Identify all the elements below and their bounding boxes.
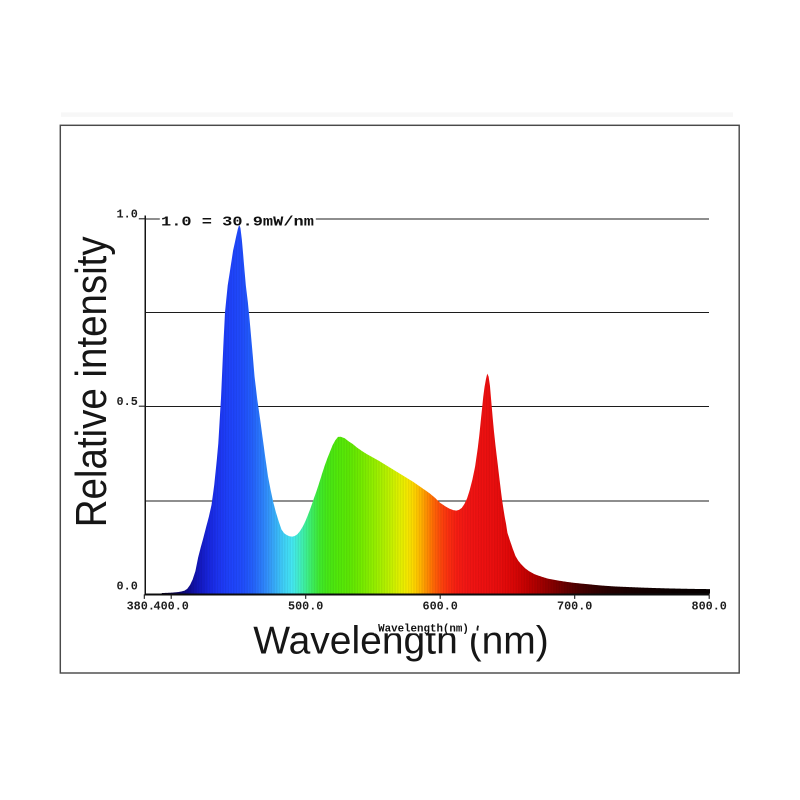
svg-text:1.0: 1.0 bbox=[117, 207, 138, 221]
svg-text:700.0: 700.0 bbox=[557, 599, 592, 613]
svg-text:1.0 = 30.9mW/nm: 1.0 = 30.9mW/nm bbox=[161, 214, 314, 230]
svg-text:500.0: 500.0 bbox=[288, 599, 323, 613]
svg-text:600.0: 600.0 bbox=[422, 599, 457, 613]
svg-text:380.0: 380.0 bbox=[127, 599, 162, 613]
svg-text:0.0: 0.0 bbox=[117, 580, 138, 594]
svg-text:400.0: 400.0 bbox=[153, 599, 188, 613]
svg-text:0.5: 0.5 bbox=[117, 395, 138, 409]
svg-text:Relative intensity: Relative intensity bbox=[67, 236, 116, 527]
svg-text:Wavelength(nm): Wavelength(nm) bbox=[378, 623, 469, 635]
svg-text:800.0: 800.0 bbox=[691, 599, 726, 613]
